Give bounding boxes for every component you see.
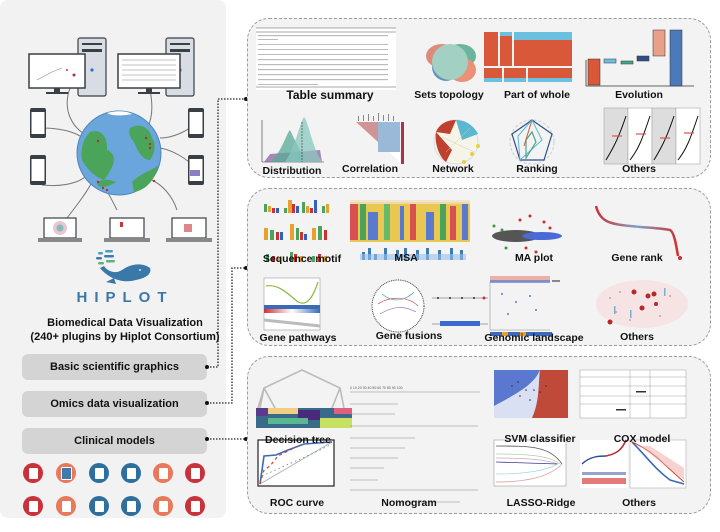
label-others-clinical: Others xyxy=(622,497,656,509)
category-label: Basic scientific graphics xyxy=(50,361,179,373)
gene-fusions-thumbnail xyxy=(371,279,488,333)
bar-chart-doc-icon xyxy=(121,463,141,483)
label-ranking: Ranking xyxy=(516,163,558,175)
lasso-ridge-thumbnail xyxy=(493,439,567,487)
donut-chart-icon xyxy=(89,463,109,483)
desktop-computer-left xyxy=(28,37,107,97)
label-ma-plot: MA plot xyxy=(514,252,554,264)
label-gene-pathways: Gene pathways xyxy=(259,332,337,344)
category-omics-data-visualization-button[interactable]: Omics data visualization xyxy=(22,391,207,417)
label-table-summary: Table summary xyxy=(286,88,374,102)
msa-thumbnail xyxy=(350,200,470,260)
board-icon xyxy=(56,496,76,516)
label-correlation: Correlation xyxy=(341,163,398,175)
ranking-thumbnail xyxy=(509,119,555,165)
label-nomogram: Nomogram xyxy=(381,497,437,509)
genomic-landscape-thumbnail xyxy=(489,276,560,336)
category-basic-scientific-graphics-button[interactable]: Basic scientific graphics xyxy=(22,354,207,380)
svm-classifier-thumbnail xyxy=(494,370,568,418)
brand-name: HIPLOT xyxy=(76,289,174,306)
label-cox-model: COX model xyxy=(613,433,671,445)
wave-board-icon xyxy=(153,496,173,516)
presentation-bar-icon xyxy=(153,463,173,483)
label-gene-fusions: Gene fusions xyxy=(375,330,443,342)
sequence-motif-thumbnail xyxy=(264,200,329,262)
laptop-2 xyxy=(104,217,150,242)
category-label: Clinical models xyxy=(74,435,155,447)
gene-rank-thumbnail xyxy=(594,205,682,260)
label-others-basic: Others xyxy=(622,163,656,175)
globe-icon xyxy=(76,110,162,196)
connector-lines xyxy=(205,97,248,441)
global-access-illustration xyxy=(28,37,212,242)
brand-subtitle-line2: (240+ plugins by Hiplot Consortium) xyxy=(30,331,220,343)
label-decision-tree: Decision tree xyxy=(265,434,331,446)
brand-subtitle-line1: Biomedical Data Visualization xyxy=(47,317,203,329)
presentation-icon xyxy=(56,463,76,483)
line-chart-icon xyxy=(185,463,205,483)
label-part-of-whole: Part of whole xyxy=(504,89,570,101)
label-genomic-landscape: Genomic landscape xyxy=(484,332,584,344)
label-svm-classifier: SVM classifier xyxy=(504,433,576,445)
roc-curve-thumbnail xyxy=(257,439,335,487)
ma-plot-thumbnail xyxy=(492,214,562,254)
hiplot-whale-logo xyxy=(96,250,151,284)
decision-tree-thumbnail xyxy=(256,369,352,428)
label-roc-curve: ROC curve xyxy=(269,497,325,509)
label-others-omics: Others xyxy=(620,331,654,343)
cluster-scatter-thumbnail xyxy=(596,280,688,328)
qq-plots-thumbnail xyxy=(603,107,701,165)
nomogram-thumbnail xyxy=(350,391,480,503)
basic-graphics-thumbnails xyxy=(256,27,701,165)
label-msa: MSA xyxy=(394,252,418,264)
label-network: Network xyxy=(432,163,474,175)
cox-model-thumbnail xyxy=(579,369,687,419)
laptop-3 xyxy=(166,217,212,242)
column-chart-icon xyxy=(185,496,205,516)
area-doc-icon xyxy=(121,496,141,516)
category-clinical-models-button[interactable]: Clinical models xyxy=(22,428,207,454)
nomogram-scale: 0 10 20 30 40 50 60 70 80 90 100 xyxy=(350,386,403,390)
clinical-thumbnails: 0 10 20 30 40 50 60 70 80 90 100 xyxy=(256,369,687,503)
gene-pathways-thumbnail xyxy=(263,277,321,331)
label-lasso-ridge: LASSO-Ridge xyxy=(506,497,576,509)
label-distribution: Distribution xyxy=(262,165,322,177)
label-evolution: Evolution xyxy=(615,89,663,101)
table-summary-thumbnail xyxy=(256,27,396,90)
laptop-1 xyxy=(38,217,82,242)
omics-thumbnails xyxy=(263,200,688,336)
distribution-thumbnail xyxy=(261,117,324,163)
survival-risk-thumbnail xyxy=(580,439,687,489)
report-icon xyxy=(23,463,43,483)
scatter-doc-icon xyxy=(89,496,109,516)
category-label: Omics data visualization xyxy=(50,398,179,410)
pie-doc-icon xyxy=(23,496,43,516)
evolution-thumbnail xyxy=(585,29,694,87)
label-gene-rank: Gene rank xyxy=(611,252,663,264)
network-thumbnail xyxy=(433,119,480,165)
correlation-thumbnail xyxy=(356,113,404,164)
label-sets-topology: Sets topology xyxy=(414,89,484,101)
label-sequence-motif: Sequence motif xyxy=(262,253,342,265)
part-of-whole-thumbnail xyxy=(484,32,572,82)
sets-topology-thumbnail xyxy=(426,44,476,82)
desktop-computer-right xyxy=(117,37,195,97)
